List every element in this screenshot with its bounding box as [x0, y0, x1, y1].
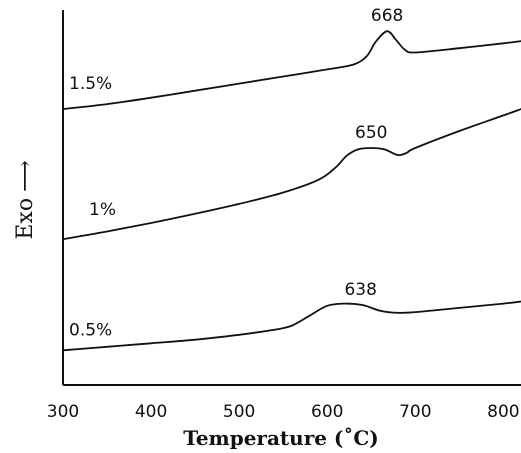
- series-line: [62, 300, 521, 352]
- x-tick-label-500: 500: [223, 402, 255, 422]
- series-label: 1%: [89, 200, 116, 220]
- series-layer: 1.5% 668 1% 650 0.5% 638: [62, 6, 521, 352]
- series-line: [62, 108, 521, 241]
- series-label: 0.5%: [69, 320, 112, 340]
- series-label: 1.5%: [69, 74, 112, 94]
- peak-label: 668: [371, 6, 403, 26]
- peak-label: 638: [344, 280, 376, 300]
- series-3: 0.5% 638: [62, 280, 521, 352]
- y-axis-title-text: Exo: [13, 198, 38, 240]
- series-1: 1.5% 668: [62, 6, 521, 110]
- x-tick-labels: 300 400 500 600 700 800: [47, 402, 520, 422]
- axes: [62, 10, 521, 386]
- arrow-up-icon: ⟶: [13, 160, 38, 192]
- x-tick-label-700: 700: [399, 402, 431, 422]
- y-axis-title: Exo ⟶: [13, 160, 38, 239]
- x-tick-label-800: 800: [487, 402, 519, 422]
- x-tick-label-400: 400: [135, 402, 167, 422]
- y-axis-title-group: Exo ⟶: [13, 160, 38, 239]
- series-line: [62, 30, 521, 110]
- peak-label: 650: [355, 123, 387, 143]
- x-axis-title: Temperature (˚C): [183, 426, 379, 450]
- series-2: 1% 650: [62, 108, 521, 241]
- x-tick-label-600: 600: [311, 402, 343, 422]
- x-tick-label-300: 300: [47, 402, 79, 422]
